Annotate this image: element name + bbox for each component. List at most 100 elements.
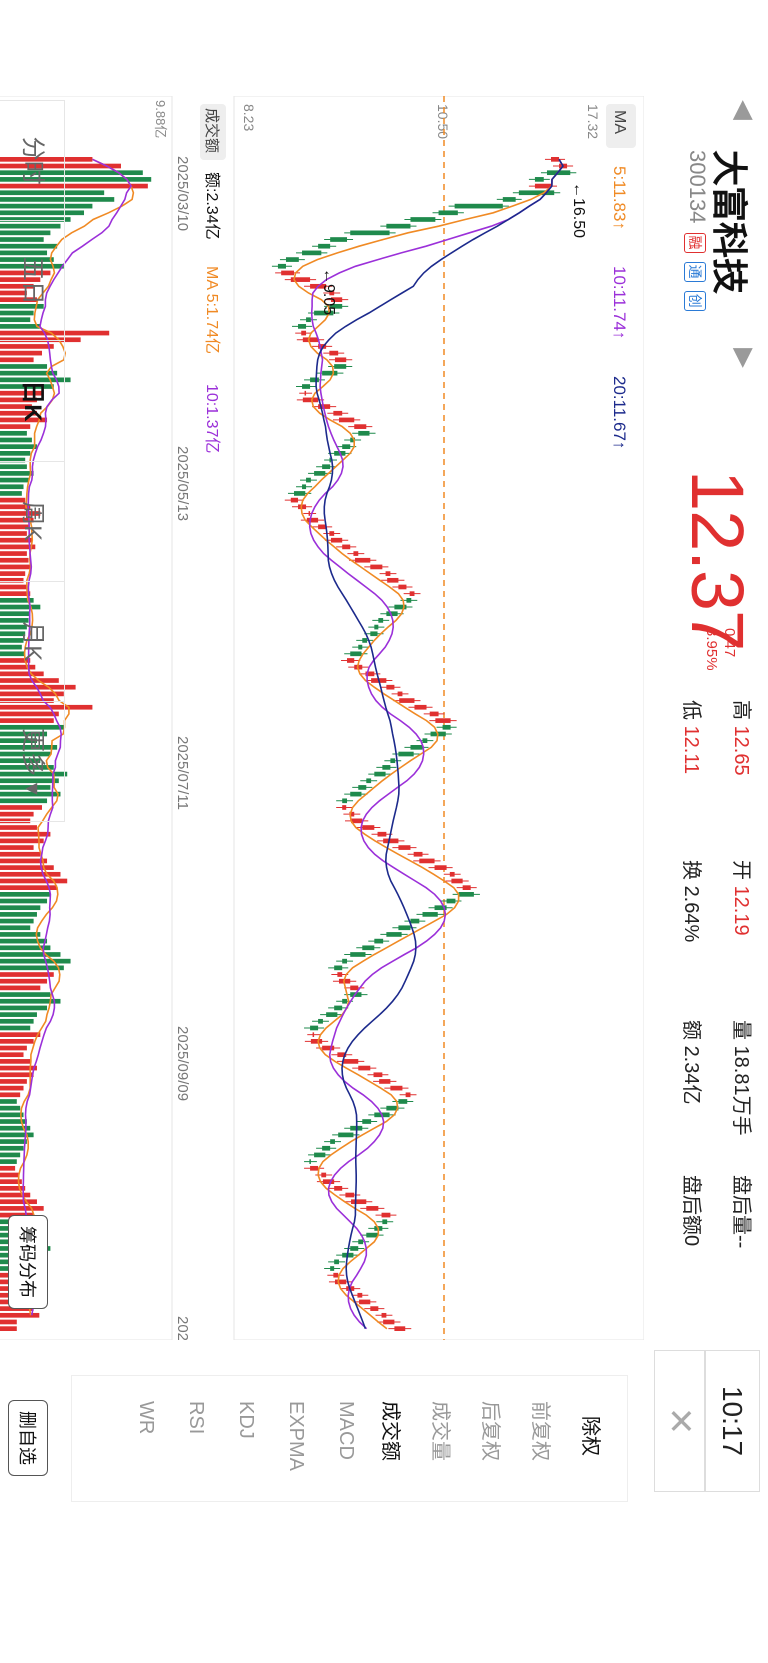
candle-body <box>387 577 399 583</box>
tab-more[interactable]: 更多 ▾ <box>19 728 46 795</box>
price-change: 0.47 3.95% <box>702 628 738 671</box>
ma-selector[interactable] <box>606 104 636 148</box>
tab-five-day[interactable]: 五日 <box>0 221 64 342</box>
candle-body <box>312 1032 315 1037</box>
candle-body <box>518 190 555 196</box>
amount-bar <box>0 364 48 369</box>
kline-chart-svg[interactable]: MA 5:11.83↑ 10:11.74↑ 20:11.67↑ 17.32 10… <box>0 95 645 1390</box>
candle-body <box>309 1159 311 1164</box>
candle-body <box>310 1025 319 1031</box>
amount-bar-group <box>0 157 152 1332</box>
indicator-item-kdj[interactable]: KDJ <box>235 1401 257 1439</box>
candle-body <box>330 237 348 242</box>
amount-bar <box>0 938 48 944</box>
candle-body <box>358 430 370 436</box>
max-marker: ←16.50 <box>570 182 587 238</box>
stock-code-row: 300134 融 通 创 <box>684 150 710 311</box>
amount-bar <box>0 370 58 376</box>
date-label: 2025/07/11 <box>174 736 191 810</box>
ma-selector-label[interactable]: MA <box>611 110 628 134</box>
ex-rights-title[interactable]: 除权 <box>579 1416 601 1456</box>
candle-body <box>334 965 343 971</box>
candle-body <box>333 410 343 416</box>
next-stock-icon[interactable]: ▶ <box>730 348 760 368</box>
close-icon[interactable]: ✕ <box>654 1350 706 1492</box>
amount-bar <box>0 1072 34 1078</box>
clock-time: 10:17 <box>704 1350 760 1492</box>
indicator-item-volume[interactable]: 成交量 <box>429 1401 451 1461</box>
amount-selector-label[interactable]: 成交额 <box>203 108 221 153</box>
amount-bar <box>0 785 51 790</box>
tab-weekly-k[interactable]: 周K <box>0 461 64 582</box>
amount-bar <box>0 203 93 209</box>
candle-body <box>386 932 402 937</box>
amount-bar <box>0 918 34 924</box>
amount-bar <box>0 1052 24 1058</box>
amount-bar <box>0 471 34 476</box>
amount-quote: 额 2.34亿 <box>679 1020 708 1105</box>
amount-bar <box>0 1172 19 1178</box>
candle-body <box>397 691 403 697</box>
amount-bar <box>0 477 29 483</box>
amount-bar <box>0 1312 40 1318</box>
tab-daily-k[interactable]: 日K <box>0 341 64 462</box>
price-axis-mid: 10.50 <box>435 104 451 139</box>
candle-body <box>342 805 347 810</box>
indicator-item-forward[interactable]: 前复权 <box>529 1401 551 1461</box>
remove-watchlist-button[interactable]: 删自选 <box>8 1400 48 1476</box>
amount-bar <box>0 1319 17 1325</box>
candle-body <box>330 304 343 309</box>
price-axis-high: 17.32 <box>585 104 601 139</box>
candle-body <box>318 243 331 249</box>
candle-body <box>370 631 378 637</box>
amount-bar <box>0 310 34 316</box>
amount-bar <box>0 511 41 516</box>
amount-bar <box>0 190 105 196</box>
amount-bar <box>0 237 44 242</box>
amount-bar <box>0 344 54 349</box>
amount-bar <box>0 1119 27 1124</box>
amount-selector[interactable] <box>200 104 226 160</box>
indicator-item-amount[interactable]: 成交额 <box>379 1401 401 1461</box>
candle-body <box>409 591 415 596</box>
candle-body <box>398 751 414 757</box>
candle-body <box>347 658 355 663</box>
chip-distribution-button[interactable]: 筹码分布 <box>8 1215 48 1309</box>
indicator-item-rsi[interactable]: RSI <box>185 1401 207 1435</box>
amount-bar <box>0 1018 34 1024</box>
tab-monthly-k[interactable]: 月K <box>0 581 64 702</box>
amount-bar <box>0 651 26 657</box>
amount-bar <box>0 424 31 429</box>
amount-bar <box>0 444 37 449</box>
candle-body <box>534 177 544 182</box>
indicator-item-expma[interactable]: EXPMA <box>285 1401 307 1472</box>
candle-body <box>318 524 327 530</box>
candle-body <box>350 952 366 957</box>
candle-body <box>398 925 411 931</box>
amount-bar <box>0 678 59 683</box>
candle-body <box>302 384 311 389</box>
candle-body <box>329 457 331 463</box>
amount-bar <box>0 390 44 396</box>
candle-body <box>438 210 458 216</box>
candle-body <box>394 1326 406 1332</box>
prev-stock-icon[interactable]: ◀ <box>730 100 760 120</box>
amount-bar <box>0 598 34 603</box>
indicator-item-wr[interactable]: WR <box>135 1401 157 1435</box>
indicator-item-backward[interactable]: 后复权 <box>479 1401 501 1461</box>
candle-body <box>330 297 343 302</box>
candle-body <box>306 477 311 483</box>
amount-bar <box>0 564 31 570</box>
tab-intraday[interactable]: 分时 <box>0 101 64 222</box>
amount-bar <box>0 624 27 630</box>
indicator-item-macd[interactable]: MACD <box>335 1401 357 1460</box>
kline-chart-area[interactable]: MA 5:11.83↑ 10:11.74↑ 20:11.67↑ 17.32 10… <box>0 95 645 1390</box>
candle-body <box>354 424 367 429</box>
candle-body <box>337 972 343 977</box>
candle-body <box>381 1212 391 1218</box>
amount-bar <box>0 972 54 977</box>
amount-bar <box>0 1005 48 1011</box>
candle-body <box>422 738 428 743</box>
amount-bar <box>0 591 31 596</box>
amount-bar <box>0 885 58 890</box>
